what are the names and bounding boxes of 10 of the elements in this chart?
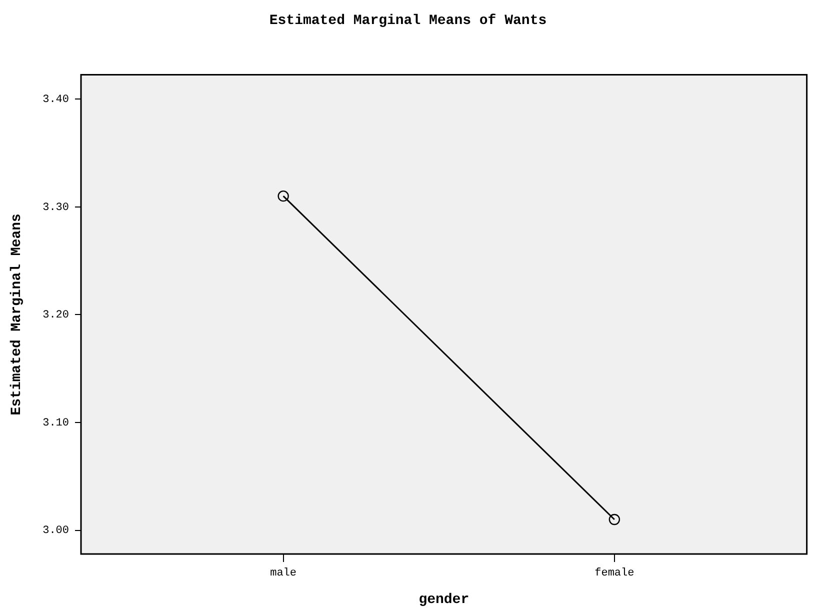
y-tick-label: 3.00 <box>42 525 69 538</box>
y-tick-label: 3.10 <box>42 417 69 430</box>
x-axis-title: gender <box>418 592 470 608</box>
y-tick-label: 3.40 <box>42 94 69 106</box>
chart-title: Estimated Marginal Means of Wants <box>269 12 547 29</box>
y-tick-label: 3.30 <box>42 202 69 214</box>
y-tick-label: 3.20 <box>42 310 69 322</box>
x-tick-label: male <box>270 568 297 580</box>
x-tick-label: female <box>594 568 634 580</box>
y-axis-title: Estimated Marginal Means <box>8 214 25 416</box>
